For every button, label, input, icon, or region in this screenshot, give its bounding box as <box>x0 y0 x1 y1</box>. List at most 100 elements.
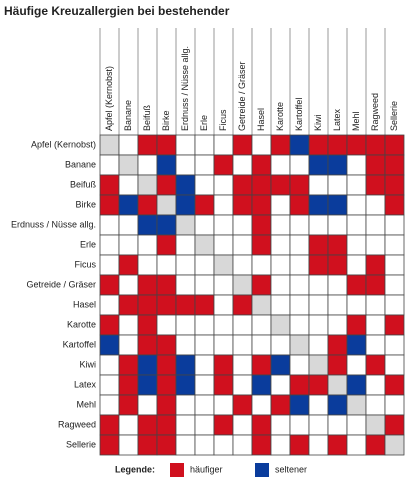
cell <box>346 374 367 396</box>
cell <box>175 294 196 316</box>
row-header: Mehl <box>76 399 96 409</box>
cell <box>156 134 177 156</box>
cell <box>365 214 386 236</box>
cell <box>251 314 272 336</box>
cell <box>213 214 234 236</box>
cell <box>270 394 291 416</box>
row-header: Getreide / Gräser <box>26 279 96 289</box>
cell <box>289 154 310 176</box>
cell <box>194 234 215 256</box>
cell <box>270 254 291 276</box>
column-header: Sellerie <box>389 101 399 131</box>
row-header: Kartoffel <box>63 339 96 349</box>
cell <box>137 234 158 256</box>
cell <box>232 214 253 236</box>
cell <box>118 274 139 296</box>
cell <box>118 254 139 276</box>
cell <box>194 294 215 316</box>
cell <box>365 414 386 436</box>
cell <box>365 394 386 416</box>
cell <box>251 274 272 296</box>
cell <box>289 434 310 456</box>
cell <box>365 354 386 376</box>
cell <box>213 174 234 196</box>
cell <box>327 354 348 376</box>
legend-swatch <box>255 463 269 477</box>
cell <box>99 334 120 356</box>
column-header: Ficus <box>218 109 228 131</box>
cell <box>327 394 348 416</box>
column-header: Latex <box>332 108 342 131</box>
cell <box>289 294 310 316</box>
cell <box>156 194 177 216</box>
cell <box>156 294 177 316</box>
cell <box>251 334 272 356</box>
cell <box>156 334 177 356</box>
column-header: Hasel <box>256 108 266 131</box>
cell <box>270 134 291 156</box>
cell <box>137 214 158 236</box>
cell <box>137 294 158 316</box>
cell <box>251 154 272 176</box>
row-header: Karotte <box>67 319 96 329</box>
cell <box>289 234 310 256</box>
cell <box>270 314 291 336</box>
cell <box>232 234 253 256</box>
cell <box>156 434 177 456</box>
row-header: Ragweed <box>58 419 96 429</box>
cell <box>251 354 272 376</box>
title: Häufige Kreuzallergien bei bestehender <box>4 4 230 18</box>
cell <box>213 294 234 316</box>
cell <box>327 154 348 176</box>
cell <box>327 214 348 236</box>
cell <box>289 334 310 356</box>
column-header: Getreide / Gräser <box>237 61 247 131</box>
cell <box>175 354 196 376</box>
cell <box>232 154 253 176</box>
cell <box>308 394 329 416</box>
cell <box>308 314 329 336</box>
cell <box>137 254 158 276</box>
cell <box>384 434 405 456</box>
cell <box>194 314 215 336</box>
row-header: Ficus <box>74 259 96 269</box>
column-header: Ragweed <box>370 93 380 131</box>
cell <box>308 294 329 316</box>
cell <box>175 214 196 236</box>
cell <box>308 334 329 356</box>
cell <box>99 354 120 376</box>
cell <box>175 234 196 256</box>
cell <box>327 234 348 256</box>
cell <box>194 194 215 216</box>
cell <box>175 194 196 216</box>
cell <box>213 414 234 436</box>
cell <box>118 314 139 336</box>
cell <box>289 354 310 376</box>
cell <box>308 214 329 236</box>
cell <box>137 374 158 396</box>
legend-label: seltener <box>275 464 307 474</box>
cell <box>270 374 291 396</box>
cell <box>365 374 386 396</box>
cell <box>175 394 196 416</box>
cell <box>194 434 215 456</box>
cell <box>289 394 310 416</box>
cell <box>213 434 234 456</box>
cell <box>251 394 272 416</box>
cell <box>232 354 253 376</box>
cell <box>194 334 215 356</box>
cell <box>327 334 348 356</box>
cell <box>289 274 310 296</box>
cell <box>175 374 196 396</box>
cell <box>346 414 367 436</box>
cell <box>384 414 405 436</box>
cell <box>365 194 386 216</box>
row-header: Birke <box>75 199 96 209</box>
cell <box>137 394 158 416</box>
cell <box>384 154 405 176</box>
cell <box>99 194 120 216</box>
cell <box>308 174 329 196</box>
column-header: Beifuß <box>142 104 152 131</box>
cell <box>308 194 329 216</box>
